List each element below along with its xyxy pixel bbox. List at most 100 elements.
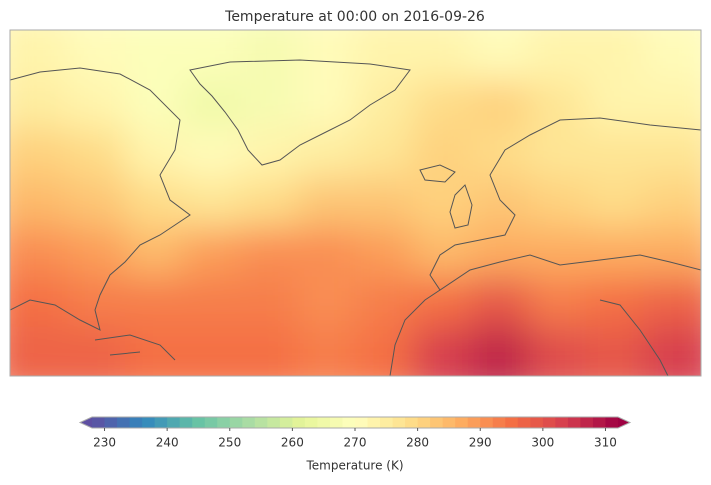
- colorbar-band: [92, 417, 106, 428]
- colorbar-band: [129, 417, 143, 428]
- field-cell: [470, 79, 530, 130]
- field-cell: [182, 178, 242, 229]
- colorbar-band: [555, 417, 569, 428]
- field-cell: [10, 227, 69, 279]
- temperature-field: [10, 30, 701, 376]
- field-cell: [528, 128, 587, 180]
- field-cell: [297, 277, 357, 328]
- colorbar-band: [405, 417, 419, 428]
- field-cell: [67, 79, 127, 130]
- colorbar-band: [592, 417, 606, 428]
- field-cell: [528, 30, 587, 81]
- field-cell: [643, 79, 701, 130]
- field-cell: [125, 326, 184, 376]
- field-cell: [585, 30, 645, 81]
- field-cell: [643, 277, 701, 328]
- colorbar-band: [167, 417, 181, 428]
- colorbar-label: Temperature (K): [305, 459, 403, 473]
- colorbar-band: [492, 417, 506, 428]
- europe-coast: [429, 117, 701, 291]
- colorbar-band: [279, 417, 293, 428]
- colorbar-tick-label: 300: [531, 436, 554, 450]
- field-cell: [528, 79, 587, 130]
- field-cell: [643, 227, 701, 279]
- colorbar-band: [430, 417, 444, 428]
- field-cell: [470, 227, 530, 279]
- field-cell: [585, 227, 645, 279]
- field-cell: [125, 128, 184, 180]
- field-cell: [470, 326, 530, 376]
- field-cell: [413, 128, 472, 180]
- colorbar-band: [317, 417, 331, 428]
- colorbar-band: [329, 417, 343, 428]
- field-cell: [470, 128, 530, 180]
- colorbar-band: [304, 417, 318, 428]
- colorbar-band: [467, 417, 481, 428]
- colorbar-band: [367, 417, 381, 428]
- colorbar-band: [204, 417, 218, 428]
- field-cell: [297, 227, 357, 279]
- colorbar-band: [254, 417, 268, 428]
- field-cell: [297, 326, 357, 376]
- field-cell: [240, 128, 299, 180]
- field-cell: [470, 30, 530, 81]
- colorbar-band: [104, 417, 118, 428]
- field-cell: [585, 128, 645, 180]
- colorbar-tick-label: 280: [406, 436, 429, 450]
- field-cell: [355, 227, 415, 279]
- field-cell: [528, 178, 587, 229]
- coastlines: [10, 59, 701, 376]
- colorbar-band: [117, 417, 131, 428]
- field-cell: [182, 128, 242, 180]
- field-cell: [67, 227, 127, 279]
- colorbar-band: [542, 417, 556, 428]
- colorbar-tick-label: 290: [469, 436, 492, 450]
- field-cell: [67, 277, 127, 328]
- map-frame: [9, 29, 702, 377]
- colorbar-extend-low: [80, 417, 92, 428]
- chart-title: Temperature at 00:00 on 2016-09-26: [224, 9, 485, 25]
- field-cell: [67, 178, 127, 229]
- africa-coast: [389, 289, 669, 376]
- colorbar-tick-label: 250: [218, 436, 241, 450]
- colorbar-band: [517, 417, 531, 428]
- field-cell: [470, 178, 530, 229]
- field-cell: [297, 178, 357, 229]
- colorbar-tick-label: 240: [156, 436, 179, 450]
- colorbar-tick-label: 260: [281, 436, 304, 450]
- colorbar-tick-label: 230: [93, 436, 116, 450]
- colorbar-band: [505, 417, 519, 428]
- colorbar-band: [267, 417, 281, 428]
- field-cell: [125, 277, 184, 328]
- colorbar-band: [417, 417, 431, 428]
- field-cell: [355, 79, 415, 130]
- field-cell: [240, 227, 299, 279]
- colorbar-band: [229, 417, 243, 428]
- field-cell: [182, 30, 242, 81]
- field-cell: [413, 178, 472, 229]
- field-cell: [355, 128, 415, 180]
- field-cell: [355, 178, 415, 229]
- colorbar-band: [242, 417, 256, 428]
- colorbar-band: [342, 417, 356, 428]
- field-cell: [413, 30, 472, 81]
- field-cell: [297, 30, 357, 81]
- field-cell: [182, 326, 242, 376]
- field-cell: [355, 277, 415, 328]
- field-cell: [10, 128, 69, 180]
- field-cell: [67, 326, 127, 376]
- field-cell: [355, 30, 415, 81]
- field-cell: [528, 277, 587, 328]
- field-cell: [528, 227, 587, 279]
- iceland-coast: [419, 164, 456, 183]
- greenland-coast: [189, 59, 411, 166]
- field-cell: [355, 326, 415, 376]
- field-cell: [125, 227, 184, 279]
- colorbar-band: [442, 417, 456, 428]
- field-cell: [182, 227, 242, 279]
- field-cell: [413, 277, 472, 328]
- field-cell: [297, 79, 357, 130]
- colorbar-band: [292, 417, 306, 428]
- field-cell: [470, 277, 530, 328]
